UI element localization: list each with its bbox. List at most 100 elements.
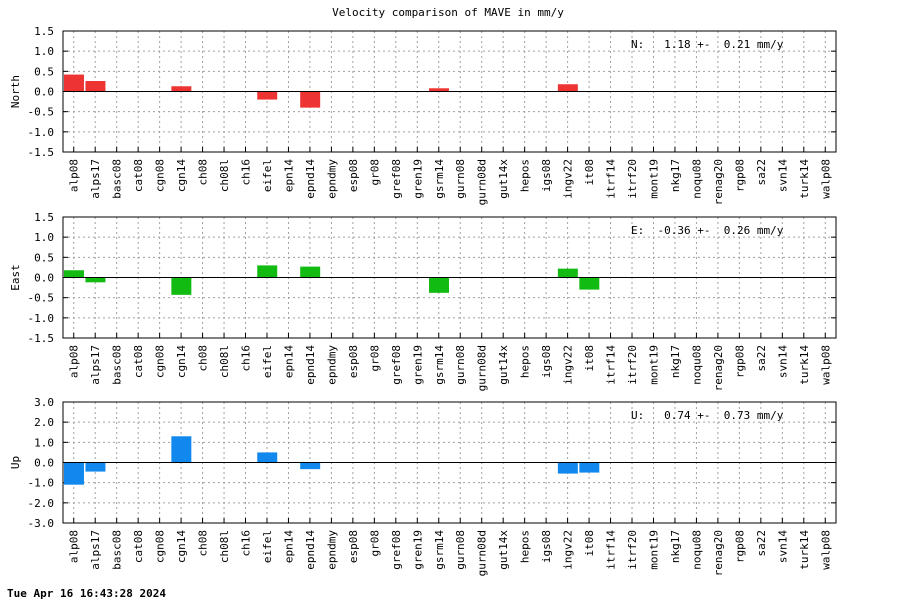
x-tick-label: gref08 (390, 159, 403, 199)
x-tick-label: gut14x (497, 345, 510, 385)
x-tick-label: mont19 (647, 345, 660, 385)
x-tick-label: alp08 (68, 530, 81, 563)
x-tick-label: gren19 (411, 345, 424, 385)
x-tick-label: gsrm14 (433, 530, 446, 570)
x-tick-label: cgn14 (175, 530, 188, 563)
x-tick-label: alp08 (68, 159, 81, 192)
x-tick-label: gr08 (368, 159, 381, 186)
y-tick-label: 1.5 (34, 211, 54, 224)
x-tick-label: walp08 (819, 159, 832, 199)
x-tick-label: svn14 (776, 345, 789, 378)
y-tick-label: 0.0 (34, 272, 54, 285)
x-tick-label: alps17 (89, 159, 102, 199)
x-tick-label: alps17 (89, 345, 102, 385)
x-tick-label: it08 (583, 530, 596, 557)
x-tick-label: gsrm14 (433, 345, 446, 385)
plot-frame (62, 216, 837, 339)
x-tick-label: gurn08 (454, 345, 467, 385)
x-tick-label: svn14 (776, 159, 789, 192)
x-tick-label: itrf14 (605, 345, 618, 385)
x-tick-label: gurn08d (476, 159, 489, 205)
x-tick-label: turk14 (798, 530, 811, 570)
x-tick-label: cgn08 (154, 345, 167, 378)
y-tick-label: -1.5 (28, 332, 55, 345)
timestamp: Tue Apr 16 16:43:28 2024 (7, 587, 166, 600)
y-tick-label: 0.5 (34, 251, 54, 264)
up-panel: -3.0 -2.0 -1.0 0.0 1.0 2.0 3.0 alp08 alps17 basc0… (9, 396, 837, 576)
x-tick-label: walp08 (819, 530, 832, 570)
x-tick-label: noqu08 (690, 345, 703, 385)
y-tick-label: 1.0 (34, 45, 54, 58)
y-tick-label: -0.5 (28, 106, 55, 119)
x-tick-label: ch08l (218, 345, 231, 378)
x-tick-label: sa22 (755, 530, 768, 557)
x-tick-label: gut14x (497, 530, 510, 570)
x-tick-label: epn14 (282, 345, 295, 378)
x-tick-label: ch08 (197, 530, 210, 557)
x-tick-label: epndmy (325, 159, 338, 199)
x-tick-label: ch08l (218, 530, 231, 563)
x-tick-label: ingv22 (562, 345, 575, 385)
x-tick-label: gref08 (390, 530, 403, 570)
x-tick-label: eifel (261, 530, 274, 563)
x-tick-label: gr08 (368, 530, 381, 557)
bar-it08 (579, 277, 600, 290)
x-tick-label: gr08 (368, 345, 381, 372)
bar-alps17 (85, 81, 106, 92)
plot-frame (62, 30, 837, 153)
y-axis-label: Up (9, 456, 22, 469)
x-tick-label: gurn08d (476, 530, 489, 576)
x-tick-label: epndmy (325, 345, 338, 385)
x-tick-label: itrf20 (626, 159, 639, 199)
x-tick-label: gurn08 (454, 159, 467, 199)
x-tick-label: gren19 (411, 159, 424, 199)
x-tick-label: cgn08 (154, 159, 167, 192)
x-tick-label: mont19 (647, 530, 660, 570)
x-tick-label: esp08 (347, 345, 360, 378)
y-tick-label: -1.0 (28, 126, 55, 139)
bar-ingv22 (557, 268, 578, 278)
x-tick-label: epnd14 (304, 159, 317, 199)
y-tick-label: -1.0 (28, 477, 55, 490)
x-tick-label: hepos (519, 159, 532, 192)
x-tick-label: sa22 (755, 159, 768, 186)
y-tick-label: -2.0 (28, 497, 55, 510)
x-tick-label: epndmy (325, 530, 338, 570)
x-tick-label: gsrm14 (433, 159, 446, 199)
bar-ingv22 (557, 462, 578, 474)
x-tick-label: eifel (261, 159, 274, 192)
bar-epnd14 (300, 266, 321, 278)
x-tick-label: walp08 (819, 345, 832, 385)
x-tick-label: cat08 (132, 530, 145, 563)
stats-annotation: E: -0.36 +- 0.26 mm/y (631, 224, 784, 237)
bar-alp08 (64, 462, 84, 485)
east-panel: -1.5 -1.0 -0.5 0.0 0.5 1.0 1.5 alp08 alps17 basc0… (9, 211, 837, 391)
x-tick-label: hepos (519, 345, 532, 378)
y-axis-label: North (9, 75, 22, 108)
bar-gsrm14 (429, 277, 449, 293)
bar-epnd14 (300, 462, 321, 470)
y-tick-label: 2.0 (34, 416, 54, 429)
x-tick-label: ch08 (197, 345, 210, 372)
x-tick-label: noqu08 (690, 530, 703, 570)
y-tick-label: 1.0 (34, 231, 54, 244)
y-tick-label: 0.0 (34, 457, 54, 470)
y-tick-label: -1.5 (28, 146, 55, 159)
x-tick-label: cgn14 (175, 159, 188, 192)
x-tick-label: it08 (583, 159, 596, 186)
x-tick-label: esp08 (347, 530, 360, 563)
x-tick-label: itrf14 (605, 530, 618, 570)
x-tick-label: epnd14 (304, 530, 317, 570)
north-panel: -1.5 -1.0 -0.5 0.0 0.5 1.0 1.5 alp08 alps17 basc0… (9, 25, 837, 205)
x-tick-label: itrf14 (605, 159, 618, 199)
bar-cgn14 (171, 86, 192, 92)
x-tick-label: rgp08 (733, 345, 746, 378)
x-tick-label: alps17 (89, 530, 102, 570)
y-axis-label: East (9, 264, 22, 291)
bar-it08 (579, 462, 600, 473)
bar-ingv22 (557, 84, 578, 92)
x-tick-label: eifel (261, 345, 274, 378)
stats-annotation: U: 0.74 +- 0.73 mm/y (631, 409, 784, 422)
bar-eifel (257, 452, 278, 463)
